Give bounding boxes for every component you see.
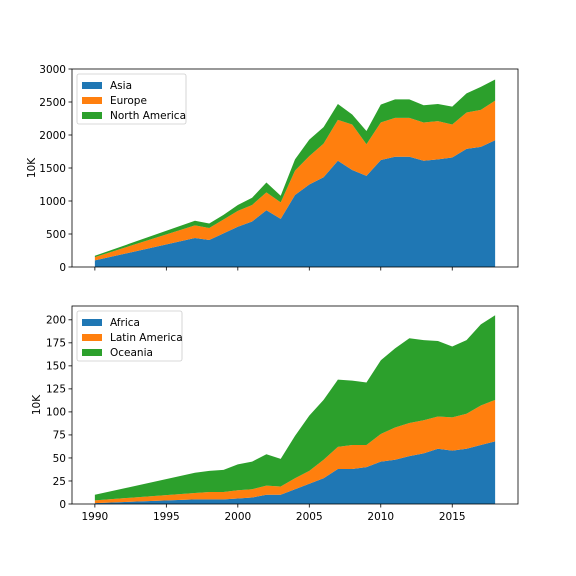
x-tick-label: 1990 — [82, 511, 109, 523]
legend-swatch — [82, 349, 102, 356]
chart-top: 0 500 1000 1500 2000 2500 3000 10K Asia Europe Nor… — [26, 64, 519, 274]
area-north-america — [94, 79, 496, 258]
area-africa — [94, 441, 496, 504]
area-europe — [94, 100, 496, 261]
legend-swatch — [82, 97, 102, 104]
y-tick-label: 500 — [46, 229, 66, 241]
legend-label: Africa — [110, 317, 140, 329]
x-tick-label: 2010 — [367, 511, 394, 523]
y-tick-label: 175 — [46, 338, 66, 350]
legend-label: Europe — [110, 95, 147, 107]
y-axis-label: 10K — [26, 157, 38, 178]
area-asia — [94, 140, 496, 267]
y-tick-label: 2000 — [39, 130, 66, 142]
legend-swatch — [82, 82, 102, 89]
y-tick-label: 100 — [46, 407, 66, 419]
y-tick-label: 2500 — [39, 97, 66, 109]
y-tick-label: 125 — [46, 384, 66, 396]
y-tick-label: 25 — [53, 476, 66, 488]
x-tick-label: 2015 — [439, 511, 466, 523]
chart-bottom: 0 25 50 75 100 125 150 175 200 1990 1995 2000 2005 20… — [31, 305, 519, 523]
y-tick-label: 1500 — [39, 163, 66, 175]
y-tick-label: 75 — [53, 430, 66, 442]
x-tick-label: 1995 — [153, 511, 180, 523]
area-latin-america — [94, 399, 496, 504]
x-tick-label: 2005 — [296, 511, 323, 523]
legend-swatch — [82, 334, 102, 341]
legend-swatch — [82, 112, 102, 119]
legend-label: Oceania — [110, 347, 153, 359]
x-tick-label: 2000 — [224, 511, 251, 523]
legend-label: Latin America — [110, 332, 183, 344]
legend-swatch — [82, 319, 102, 326]
y-axis-label: 10K — [31, 394, 43, 415]
axes-frame — [71, 305, 519, 505]
y-tick-label: 1000 — [39, 196, 66, 208]
legend-box — [76, 310, 183, 362]
legend-label: Asia — [110, 80, 132, 92]
legend-box — [76, 73, 187, 125]
area-oceania — [94, 315, 496, 501]
y-tick-label: 150 — [46, 361, 66, 373]
y-tick-label: 50 — [53, 453, 66, 465]
y-tick-label: 0 — [59, 499, 66, 511]
y-tick-label: 200 — [46, 315, 66, 327]
legend-label: North America — [110, 110, 186, 122]
y-tick-label: 0 — [59, 262, 66, 274]
y-tick-label: 3000 — [39, 64, 66, 76]
